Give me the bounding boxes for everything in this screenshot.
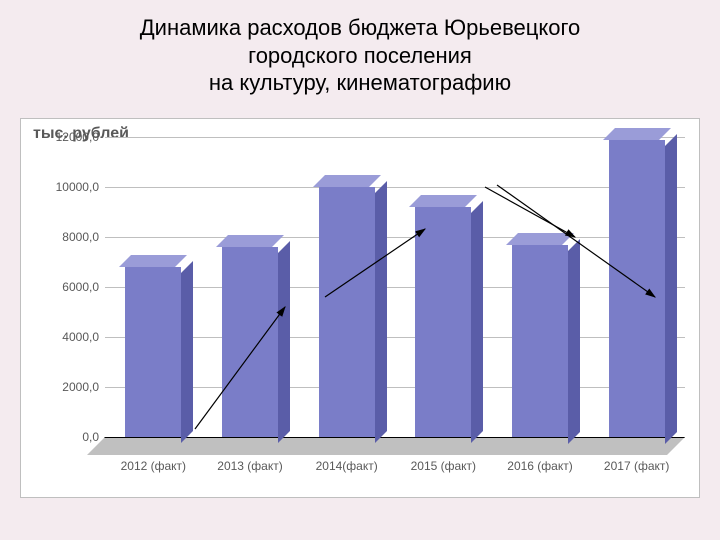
x-tick-label: 2016 (факт) [507, 459, 572, 473]
slide-title: Динамика расходов бюджета Юрьевецкого го… [0, 0, 720, 105]
slide: Динамика расходов бюджета Юрьевецкого го… [0, 0, 720, 540]
bar-side [181, 261, 193, 443]
bar-front [512, 245, 568, 438]
bar-top [313, 175, 381, 187]
y-tick-label: 0,0 [35, 430, 105, 444]
bar-top [603, 128, 671, 140]
bar [222, 247, 278, 437]
title-line-3: на культуру, кинематографию [209, 70, 511, 95]
x-tick-label: 2015 (факт) [411, 459, 476, 473]
y-tick-label: 8000,0 [35, 230, 105, 244]
bar-top [506, 233, 574, 245]
bar [609, 140, 665, 438]
bar [415, 207, 471, 437]
title-line-2: городского поселения [248, 43, 472, 68]
bar-front [415, 207, 471, 437]
bars-container [105, 137, 685, 455]
y-tick-label: 10000,0 [35, 180, 105, 194]
bar [125, 267, 181, 437]
x-axis-labels: 2012 (факт) 2013 (факт) 2014(факт) 2015 (фа… [105, 459, 685, 479]
bar-side [278, 241, 290, 443]
bar [319, 187, 375, 437]
bar-front [125, 267, 181, 437]
bar-side [471, 201, 483, 443]
bar-top [409, 195, 477, 207]
x-tick-label: 2017 (факт) [604, 459, 669, 473]
bar-front [222, 247, 278, 437]
y-tick-label: 2000,0 [35, 380, 105, 394]
title-line-1: Динамика расходов бюджета Юрьевецкого [140, 15, 580, 40]
x-tick-label: 2014(факт) [316, 459, 378, 473]
y-tick-label: 12000,0 [35, 130, 105, 144]
bar-side [568, 239, 580, 444]
x-tick-label: 2012 (факт) [121, 459, 186, 473]
y-tick-label: 4000,0 [35, 330, 105, 344]
plot-area: 0,02000,04000,06000,08000,010000,012000,… [105, 137, 685, 455]
x-tick-label: 2013 (факт) [217, 459, 282, 473]
bar-front [609, 140, 665, 438]
bar-top [119, 255, 187, 267]
chart-frame: тыс. рублей 0,02000,04000,06000,08000,01… [20, 118, 700, 498]
bar-side [665, 134, 677, 444]
bar-front [319, 187, 375, 437]
y-tick-label: 6000,0 [35, 280, 105, 294]
bar-top [216, 235, 284, 247]
bar [512, 245, 568, 438]
bar-side [375, 181, 387, 443]
